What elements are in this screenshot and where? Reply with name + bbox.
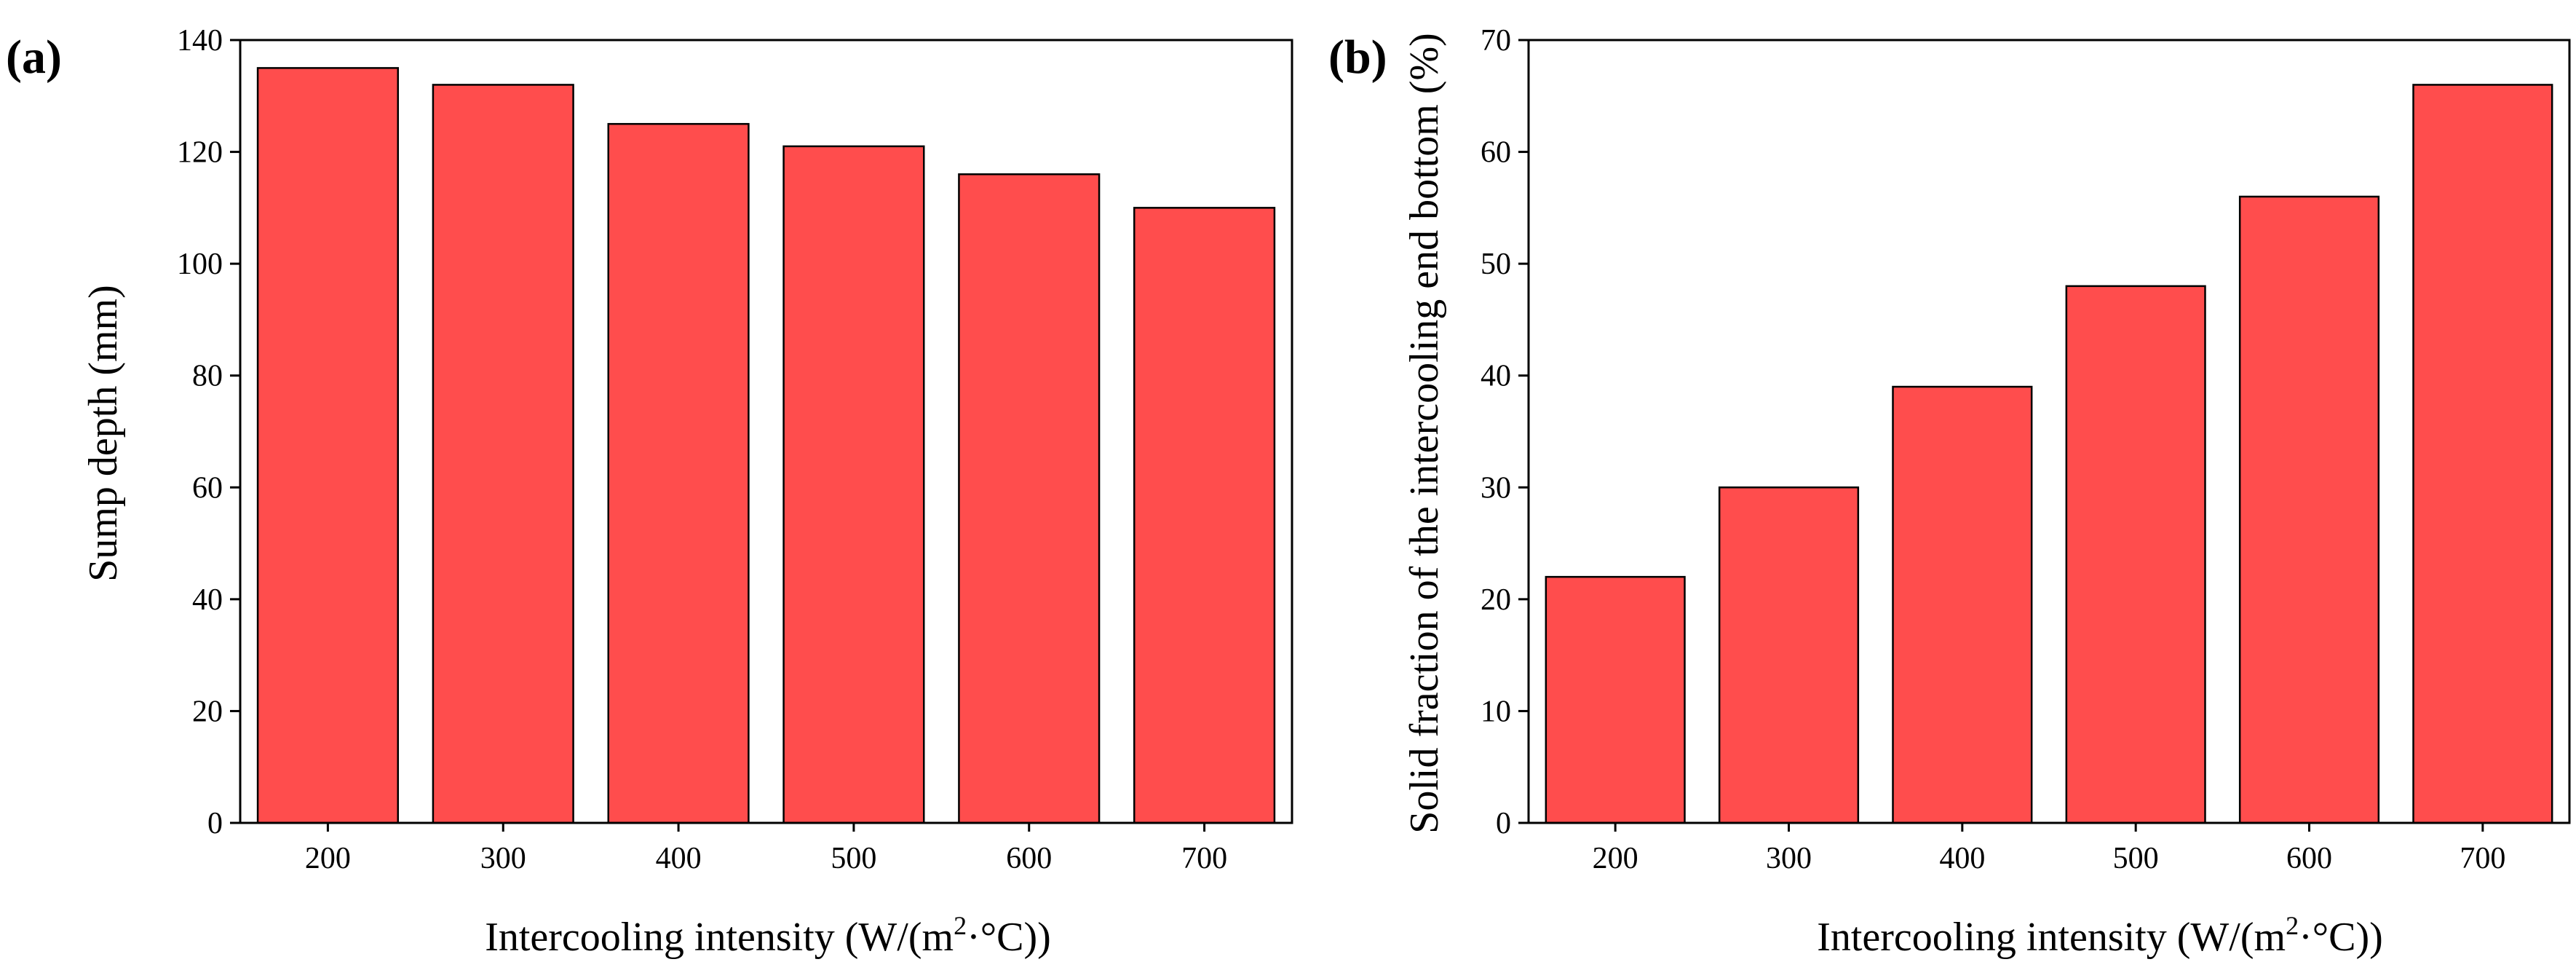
x-axis-label-a-sup: 2 xyxy=(954,911,967,940)
x-tick-label-b-600: 600 xyxy=(2286,842,2332,875)
x-tick-label-b-400: 400 xyxy=(1939,842,1985,875)
x-axis-label-b-pre: Intercooling intensity (W/(m xyxy=(1817,915,2286,960)
chart-panel-a: (a) Sump depth (mm) Intercooling intensi… xyxy=(6,24,1293,960)
x-axis-label-b-sup: 2 xyxy=(2286,911,2299,940)
y-tick-label-a-40: 40 xyxy=(192,583,223,617)
y-tick-label-b-20: 20 xyxy=(1481,583,1511,617)
chart-panel-b: (b) Solid fraction of the intercooling e… xyxy=(1328,24,2571,960)
y-tick-label-b-60: 60 xyxy=(1481,136,1511,170)
bar-a-700 xyxy=(1133,207,1276,824)
panel-label-a: (a) xyxy=(6,31,62,84)
x-tick-label-a-300: 300 xyxy=(480,842,526,875)
plot-frame-b xyxy=(1527,39,2571,824)
panel-label-b: (b) xyxy=(1328,31,1387,84)
y-tick-label-a-100: 100 xyxy=(177,248,223,281)
y-tick-label-b-70: 70 xyxy=(1481,24,1511,58)
x-tick-label-a-500: 500 xyxy=(831,842,876,875)
bar-a-400 xyxy=(607,122,750,824)
bars-b xyxy=(1545,84,2553,824)
x-axis-label-b-post: ·°C)) xyxy=(2299,915,2383,960)
plot-frame-a xyxy=(239,39,1293,824)
bars-a xyxy=(256,67,1276,824)
y-tick-label-a-20: 20 xyxy=(192,695,223,728)
ticks-b: 200 300 400 500 600 700 0 10 20 30 40 50 60 70 xyxy=(1481,24,2505,875)
ticks-a: 200 300 400 500 600 700 0 20 40 60 80 100 120 140 xyxy=(177,24,1227,875)
x-tick-label-b-500: 500 xyxy=(2113,842,2159,875)
bar-b-500 xyxy=(2065,285,2206,824)
x-axis-label-b: Intercooling intensity (W/(m2·°C)) xyxy=(1817,911,2383,960)
bar-b-600 xyxy=(2238,195,2380,824)
bar-b-200 xyxy=(1545,575,1686,824)
x-axis-label-a-post: ·°C)) xyxy=(967,915,1051,960)
y-tick-label-a-60: 60 xyxy=(192,471,223,505)
bar-b-700 xyxy=(2412,84,2553,824)
y-tick-label-b-0: 0 xyxy=(1496,807,1511,840)
bar-a-600 xyxy=(958,173,1101,824)
x-tick-label-b-300: 300 xyxy=(1766,842,1812,875)
y-tick-label-a-0: 0 xyxy=(207,807,223,840)
y-tick-label-b-40: 40 xyxy=(1481,360,1511,393)
bar-b-400 xyxy=(1892,385,2033,824)
x-tick-label-a-400: 400 xyxy=(656,842,702,875)
x-tick-label-a-600: 600 xyxy=(1006,842,1052,875)
y-tick-label-b-50: 50 xyxy=(1481,248,1511,281)
y-tick-label-a-80: 80 xyxy=(192,360,223,393)
y-axis-label-a: Sump depth (mm) xyxy=(81,285,126,582)
y-tick-label-b-30: 30 xyxy=(1481,471,1511,505)
x-tick-label-a-700: 700 xyxy=(1181,842,1227,875)
x-tick-label-a-200: 200 xyxy=(305,842,351,875)
x-tick-label-b-200: 200 xyxy=(1593,842,1638,875)
y-axis-label-b: Solid fraction of the intercooling end b… xyxy=(1402,33,1447,834)
bar-a-200 xyxy=(256,67,400,824)
bar-a-300 xyxy=(432,84,574,824)
bar-a-500 xyxy=(782,145,925,824)
x-axis-label-a: Intercooling intensity (W/(m2·°C)) xyxy=(485,911,1051,960)
y-tick-label-a-140: 140 xyxy=(177,24,223,58)
y-tick-label-a-120: 120 xyxy=(177,136,223,170)
y-tick-label-b-10: 10 xyxy=(1481,695,1511,728)
x-axis-label-a-pre: Intercooling intensity (W/(m xyxy=(485,915,954,960)
bar-b-300 xyxy=(1718,486,1860,824)
x-tick-label-b-700: 700 xyxy=(2460,842,2505,875)
